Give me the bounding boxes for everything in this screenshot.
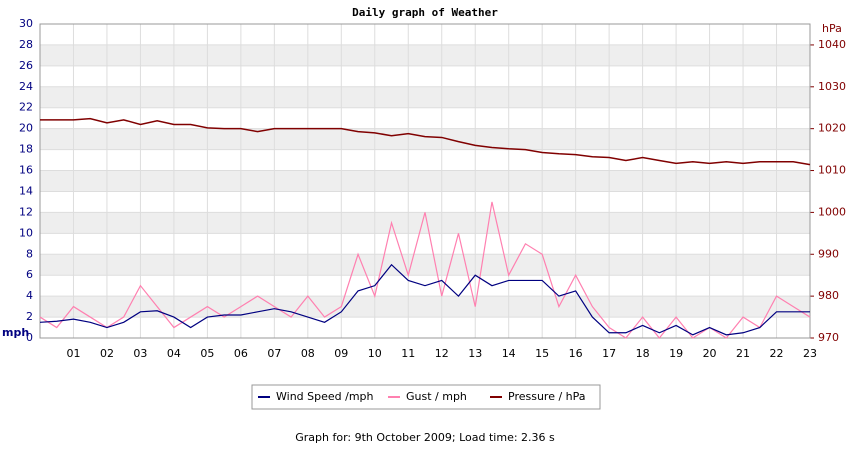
x-tick-label: 02 — [100, 347, 114, 360]
x-tick-label: 19 — [669, 347, 683, 360]
y2-tick-label: 1040 — [818, 38, 846, 51]
y-tick-label: 22 — [19, 101, 33, 114]
x-tick-label: 04 — [167, 347, 181, 360]
y2-tick-label: 1010 — [818, 164, 846, 177]
y-tick-label: 26 — [19, 59, 33, 72]
x-tick-label: 13 — [468, 347, 482, 360]
y-axis-label: mph — [2, 326, 29, 339]
series-line — [39, 263, 810, 336]
y-tick-label: 24 — [19, 80, 33, 93]
x-tick-label: 21 — [736, 347, 750, 360]
y-tick-label: 16 — [19, 164, 33, 177]
x-tick-label: 03 — [133, 347, 147, 360]
y-tick-label: 4 — [26, 289, 33, 302]
x-tick-label: 23 — [803, 347, 817, 360]
y2-tick-label: 1000 — [818, 205, 846, 218]
y-tick-label: 18 — [19, 143, 33, 156]
x-tick-label: 11 — [401, 347, 415, 360]
x-tick-label: 01 — [66, 347, 80, 360]
series-line — [39, 201, 811, 339]
x-tick-label: 05 — [200, 347, 214, 360]
footer: Graph for: 9th October 2009; Load time: … — [295, 431, 555, 444]
legend-label: Gust / mph — [406, 390, 467, 403]
x-tick-label: 07 — [267, 347, 281, 360]
grid-band — [40, 212, 810, 234]
y2-tick-label: 1030 — [818, 80, 846, 93]
grid-band — [40, 128, 810, 150]
y2-axis-label: hPa — [822, 22, 842, 35]
x-tick-label: 09 — [334, 347, 348, 360]
y-tick-label: 12 — [19, 205, 33, 218]
legend-label: Pressure / hPa — [508, 390, 586, 403]
grid-band — [40, 254, 810, 276]
plot: 0246810121416182022242628309709809901000… — [19, 17, 846, 360]
x-tick-label: 15 — [535, 347, 549, 360]
y-tick-label: 0 — [26, 331, 33, 344]
chart-title: Daily graph of Weather — [352, 6, 498, 19]
y-tick-label: 28 — [19, 38, 33, 51]
y-tick-label: 30 — [19, 17, 33, 30]
y-tick-label: 10 — [19, 226, 33, 239]
y-tick-label: 14 — [19, 184, 33, 197]
x-tick-label: 18 — [636, 347, 650, 360]
x-tick-label: 14 — [502, 347, 516, 360]
grid-band — [40, 170, 810, 192]
x-tick-label: 12 — [435, 347, 449, 360]
x-tick-label: 22 — [770, 347, 784, 360]
grid-band — [40, 86, 810, 108]
x-tick-label: 20 — [703, 347, 717, 360]
grid-band — [40, 44, 810, 66]
y2-tick-label: 970 — [818, 331, 839, 344]
y-tick-label: 6 — [26, 268, 33, 281]
y-tick-label: 20 — [19, 122, 33, 135]
x-tick-label: 16 — [569, 347, 583, 360]
series-line — [40, 117, 811, 166]
y-tick-label: 2 — [26, 310, 33, 323]
y2-tick-label: 990 — [818, 247, 839, 260]
y-tick-label: 8 — [26, 247, 33, 260]
grid-band — [40, 296, 810, 318]
plot-frame — [39, 23, 811, 339]
y2-tick-label: 980 — [818, 289, 839, 302]
x-tick-label: 10 — [368, 347, 382, 360]
x-tick-label: 08 — [301, 347, 315, 360]
y2-tick-label: 1020 — [818, 122, 846, 135]
legend-box — [251, 384, 601, 410]
x-tick-label: 06 — [234, 347, 248, 360]
x-tick-label: 17 — [602, 347, 616, 360]
legend-label: Wind Speed /mph — [276, 390, 374, 403]
